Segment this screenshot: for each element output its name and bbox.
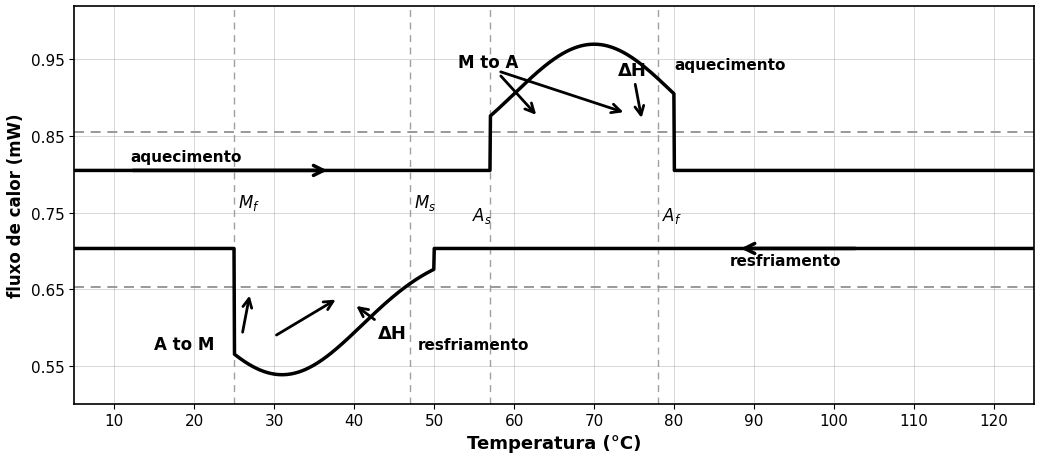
Text: $M_s$: $M_s$ <box>414 193 436 213</box>
Text: ΔH: ΔH <box>359 308 407 342</box>
Text: $A_s$: $A_s$ <box>472 206 492 226</box>
Text: aquecimento: aquecimento <box>675 58 786 73</box>
Text: A to M: A to M <box>154 335 214 353</box>
Text: $A_f$: $A_f$ <box>662 206 682 226</box>
Text: M to A: M to A <box>458 54 534 113</box>
Text: ΔH: ΔH <box>618 62 646 116</box>
X-axis label: Temperatura (°C): Temperatura (°C) <box>467 434 641 452</box>
Text: resfriamento: resfriamento <box>418 337 530 352</box>
Y-axis label: fluxo de calor (mW): fluxo de calor (mW) <box>7 113 25 297</box>
Text: resfriamento: resfriamento <box>730 254 841 269</box>
Text: $M_f$: $M_f$ <box>238 193 260 213</box>
Text: aquecimento: aquecimento <box>130 150 242 165</box>
